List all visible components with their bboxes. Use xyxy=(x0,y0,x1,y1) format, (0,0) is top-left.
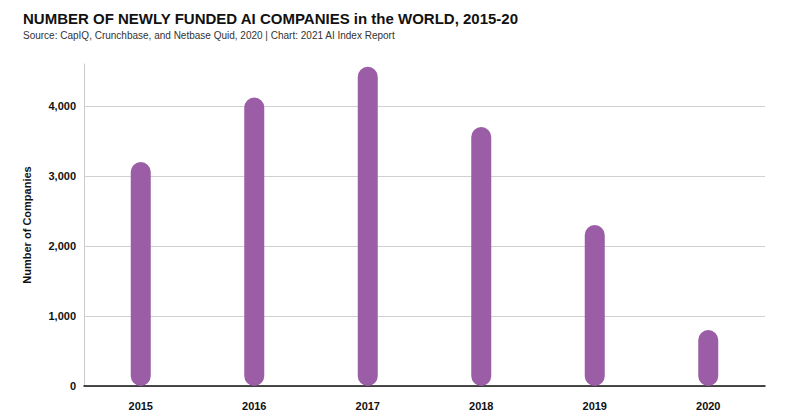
svg-text:NUMBER OF NEWLY FUNDED AI COMP: NUMBER OF NEWLY FUNDED AI COMPANIES in t… xyxy=(23,10,518,27)
svg-text:2,000: 2,000 xyxy=(48,240,76,252)
svg-text:2020: 2020 xyxy=(696,400,720,412)
svg-text:2016: 2016 xyxy=(242,400,266,412)
svg-text:0: 0 xyxy=(70,380,76,392)
svg-text:2017: 2017 xyxy=(356,400,380,412)
svg-text:3,000: 3,000 xyxy=(48,170,76,182)
svg-text:2018: 2018 xyxy=(469,400,493,412)
svg-text:2019: 2019 xyxy=(583,400,607,412)
svg-text:Number of Companies: Number of Companies xyxy=(21,166,33,283)
svg-text:4,000: 4,000 xyxy=(48,100,76,112)
svg-text:2015: 2015 xyxy=(129,400,153,412)
svg-text:Source: CapIQ, Crunchbase, and: Source: CapIQ, Crunchbase, and Netbase Q… xyxy=(23,30,395,41)
svg-text:1,000: 1,000 xyxy=(48,310,76,322)
